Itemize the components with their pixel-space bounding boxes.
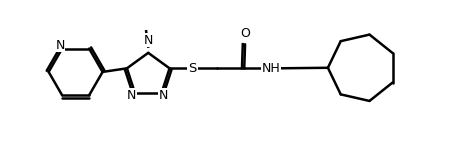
Text: N: N [144, 34, 153, 47]
Text: N: N [55, 39, 65, 52]
Text: S: S [188, 62, 197, 75]
Text: O: O [240, 27, 250, 40]
Text: NH: NH [262, 62, 281, 75]
Text: N: N [159, 89, 168, 102]
Text: N: N [127, 89, 136, 102]
